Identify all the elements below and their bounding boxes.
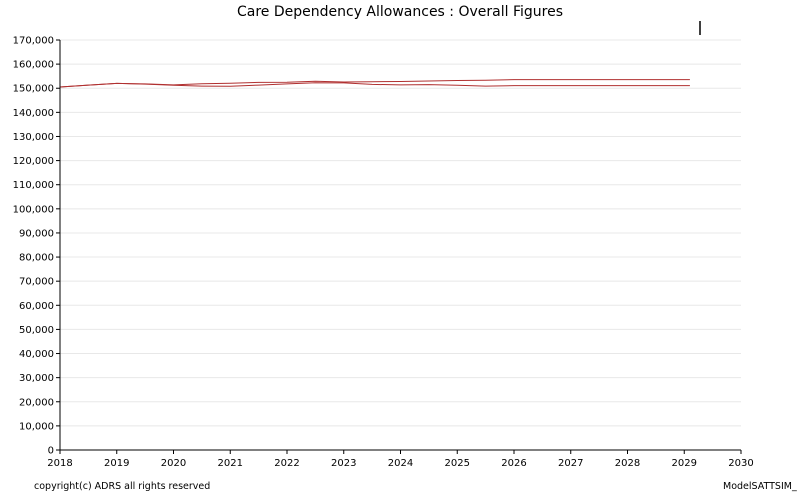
- model-name-text: ModelSATTSIM_: [723, 481, 797, 492]
- y-axis-ticks: 0 10,000 20,000 30,000 40,000 50,000 60,000 70,…: [13, 36, 60, 457]
- y-tick-label: 50,000: [19, 325, 54, 336]
- y-tick-label: 140,000: [13, 108, 54, 119]
- y-tick-label: 60,000: [19, 301, 54, 312]
- series-lines: [59, 79, 690, 88]
- y-tick-label: 70,000: [19, 277, 54, 288]
- y-tick-label: 160,000: [13, 60, 54, 71]
- x-tick-label: 2026: [501, 458, 526, 469]
- x-tick-label: 2024: [388, 458, 413, 469]
- y-tick-label: 170,000: [13, 36, 54, 47]
- y-tick-label: 110,000: [13, 180, 54, 191]
- x-tick-label: 2020: [161, 458, 186, 469]
- x-axis-ticks: 2018 2019 2020 2021 2022 2023 2024 2025 2026 2027…: [47, 450, 754, 469]
- x-tick-label: 2019: [104, 458, 129, 469]
- series-line-2: [59, 82, 690, 88]
- chart-title: Care Dependency Allowances : Overall Fig…: [237, 4, 563, 20]
- x-tick-label: 2025: [445, 458, 470, 469]
- y-tick-label: 130,000: [13, 132, 54, 143]
- y-tick-label: 150,000: [13, 84, 54, 95]
- x-tick-label: 2030: [728, 458, 753, 469]
- x-tick-label: 2028: [615, 458, 640, 469]
- y-tick-label: 30,000: [19, 373, 54, 384]
- copyright-text: copyright(c) ADRS all rights reserved: [34, 481, 211, 492]
- y-tick-label: 10,000: [19, 421, 54, 432]
- x-tick-label: 2029: [672, 458, 697, 469]
- x-tick-label: 2021: [218, 458, 243, 469]
- x-tick-label: 2018: [47, 458, 72, 469]
- y-tick-label: 80,000: [19, 253, 54, 264]
- y-tick-label: 0: [48, 446, 54, 457]
- x-tick-label: 2027: [558, 458, 583, 469]
- y-tick-label: 120,000: [13, 156, 54, 167]
- y-tick-label: 20,000: [19, 397, 54, 408]
- y-tick-label: 100,000: [13, 204, 54, 215]
- x-tick-label: 2023: [331, 458, 356, 469]
- x-tick-label: 2022: [274, 458, 299, 469]
- y-tick-label: 40,000: [19, 349, 54, 360]
- y-tick-label: 90,000: [19, 228, 54, 239]
- gridlines: [60, 39, 741, 427]
